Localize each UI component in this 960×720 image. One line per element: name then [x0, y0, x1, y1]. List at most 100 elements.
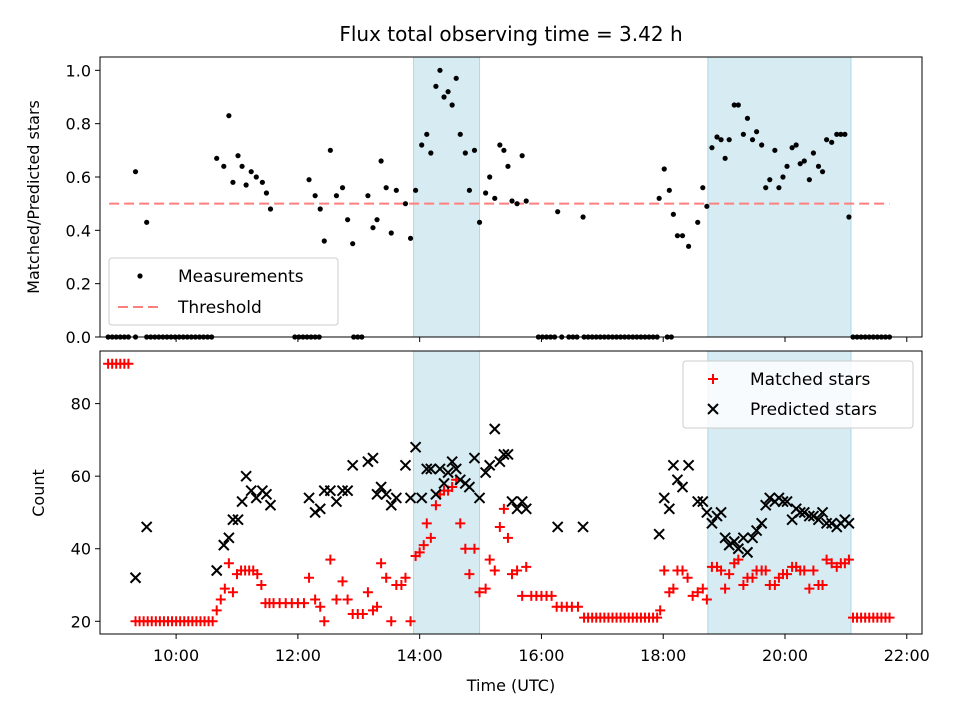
measurement-point: [834, 131, 840, 137]
x-tick-label: 14:00: [397, 646, 443, 665]
x-axis-label: Time (UTC): [466, 676, 555, 695]
matched-star-point: [489, 565, 500, 576]
predicted-star-point: [825, 517, 838, 530]
matched-star-point: [655, 605, 666, 616]
predicted-star-point: [309, 506, 321, 519]
matched-star-point: [817, 580, 828, 591]
legend-predicted-cross: [707, 403, 719, 415]
measurement-point: [393, 187, 399, 193]
matched-star-point: [494, 521, 505, 532]
predicted-star-point: [409, 441, 422, 453]
matched-star-point: [252, 569, 263, 580]
measurement-point: [471, 147, 478, 153]
predicted-star-point: [807, 510, 820, 522]
predicted-star-point: [701, 506, 713, 519]
measurement-point: [740, 131, 746, 137]
measurement-point: [824, 137, 830, 143]
predicted-star-point: [468, 452, 481, 464]
matched-star-point: [315, 601, 326, 612]
predicted-star-point: [385, 499, 397, 511]
predicted-star-point: [671, 474, 684, 486]
measurement-point: [263, 190, 270, 196]
matched-star-point: [517, 590, 528, 601]
matched-star-point: [521, 561, 532, 572]
matched-star-point: [821, 554, 832, 565]
measurement-point: [437, 67, 443, 73]
bottom-legend: Matched stars Predicted stars: [682, 360, 914, 429]
predicted-star-point: [760, 499, 772, 511]
matched-star-point: [376, 558, 387, 569]
matched-star-point: [512, 565, 523, 576]
observing-window-band: [707, 56, 852, 338]
measurement-point: [661, 166, 667, 172]
measurement-point: [744, 115, 751, 121]
measurement-point: [333, 193, 340, 199]
measurement-point: [801, 158, 807, 164]
matched-star-point: [480, 583, 491, 594]
predicted-star-point: [324, 484, 337, 497]
measurement-point: [419, 142, 425, 148]
measurement-point: [772, 147, 778, 153]
measurement-point: [327, 147, 333, 153]
measurement-point: [312, 193, 318, 199]
matched-star-point: [747, 572, 758, 583]
measurement-point: [462, 150, 468, 156]
measurement-point: [767, 177, 773, 183]
predicted-star-point: [454, 474, 466, 486]
predicted-star-point: [442, 466, 454, 479]
predicted-star-point: [658, 492, 670, 504]
measurement-point: [487, 174, 493, 180]
matched-star-point: [227, 587, 238, 598]
predicted-star-point: [816, 506, 829, 519]
predicted-star-point: [781, 495, 793, 508]
measurement-point: [829, 139, 835, 145]
predicted-star-point: [479, 466, 492, 479]
measurement-point: [413, 187, 419, 193]
matched-star-point: [697, 583, 708, 594]
matched-star-point: [692, 587, 703, 598]
predicted-star-point: [843, 517, 855, 530]
bottom-y-tick-label: 80: [71, 395, 91, 414]
matched-star-point: [546, 590, 557, 601]
measurement-point: [267, 206, 274, 212]
predicted-star-point: [577, 521, 589, 533]
matched-star-point: [474, 587, 485, 598]
predicted-star-point: [336, 484, 349, 497]
predicted-star-point: [421, 463, 433, 475]
matched-star-point: [682, 572, 693, 583]
measurement-point: [838, 131, 844, 137]
predicted-star-point: [367, 452, 379, 464]
matched-star-point: [325, 554, 336, 565]
matched-star-point: [677, 565, 688, 576]
measurement-point: [132, 169, 139, 175]
predicted-star-point: [218, 539, 230, 551]
matched-star-point: [219, 583, 230, 594]
measurement-point: [402, 201, 409, 207]
predicted-star-point: [380, 488, 392, 501]
matched-star-point: [687, 590, 698, 601]
predicted-star-point: [438, 477, 450, 490]
legend-measurements-marker: [137, 273, 143, 279]
matched-star-point: [215, 594, 226, 605]
predicted-star-point: [446, 455, 458, 468]
bottom-axes-frame: [99, 350, 923, 635]
matched-star-point: [782, 569, 793, 580]
matched-star-point: [455, 518, 466, 529]
measurement-point: [735, 102, 741, 108]
matched-star-point: [298, 598, 309, 609]
matched-star-point: [357, 609, 368, 620]
measurement-point: [704, 203, 710, 209]
matched-star-point: [884, 612, 895, 623]
measurement-point: [806, 177, 812, 183]
measurement-point: [476, 219, 483, 225]
measurement-point: [239, 163, 245, 169]
matched-star-point: [572, 601, 583, 612]
measurement-point: [776, 185, 782, 191]
predicted-star-point: [450, 463, 462, 475]
measurement-point: [374, 217, 380, 223]
measurement-point: [519, 153, 525, 159]
predicted-star-point: [390, 492, 403, 504]
measurement-point: [685, 243, 692, 249]
predicted-star-point: [399, 459, 412, 471]
measurement-point: [350, 241, 356, 247]
